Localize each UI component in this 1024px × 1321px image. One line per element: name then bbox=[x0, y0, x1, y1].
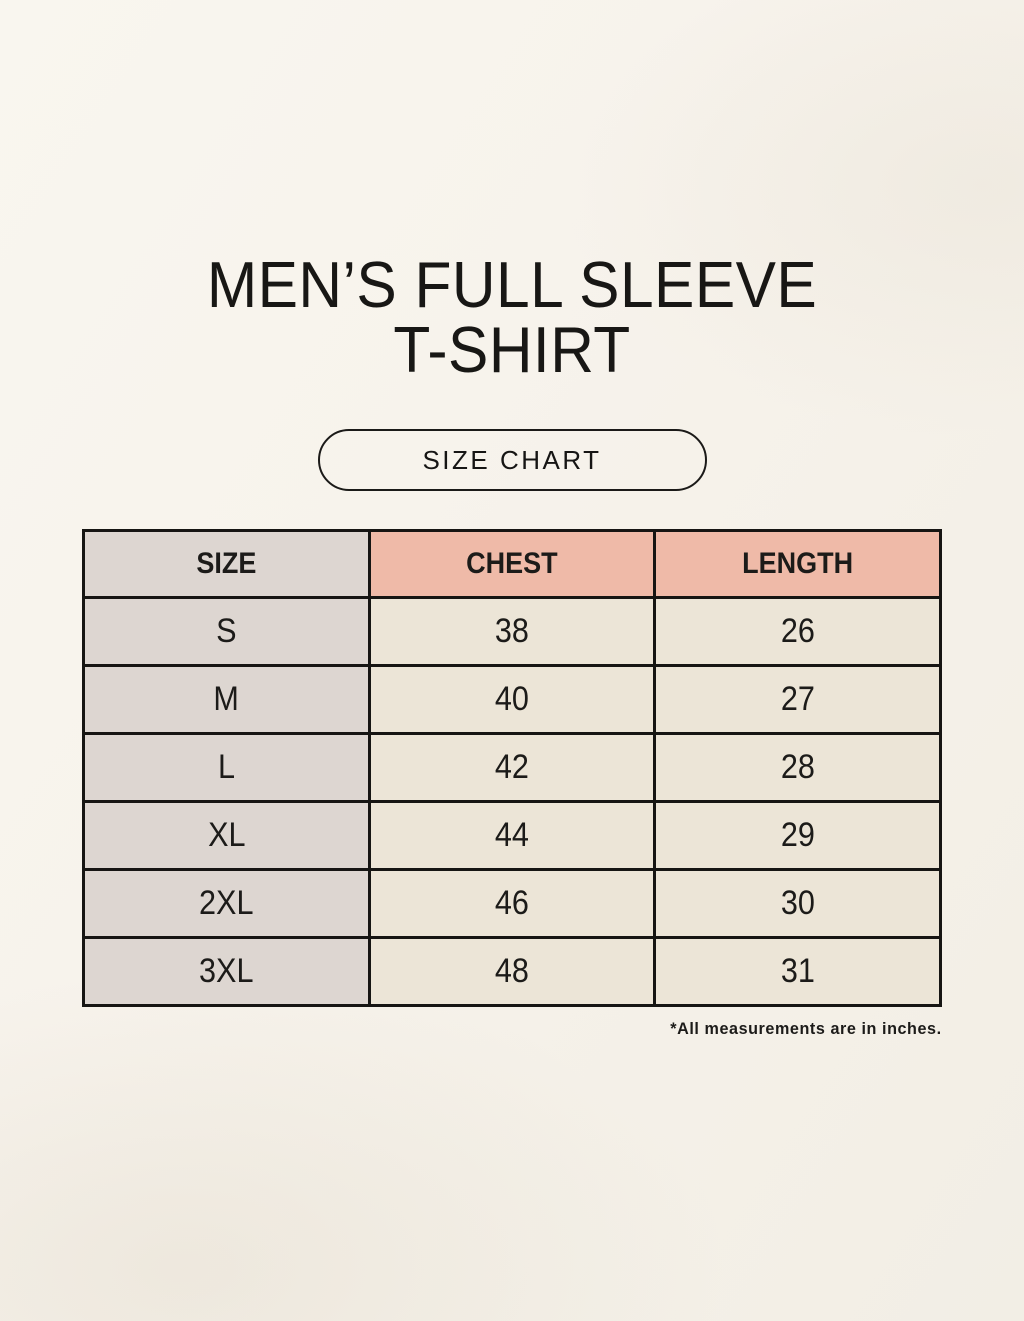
size-label-cell: 3XL bbox=[82, 936, 371, 1007]
length-value-cell: 27 bbox=[653, 664, 942, 735]
table-row: S 38 26 bbox=[82, 596, 942, 667]
size-label-cell: S bbox=[82, 596, 371, 667]
size-label-cell: M bbox=[82, 664, 371, 735]
chest-value-cell: 42 bbox=[367, 732, 657, 803]
size-chart-badge-label: SIZE CHART bbox=[422, 444, 602, 475]
column-header-chest: CHEST bbox=[367, 529, 657, 599]
page-title-line-1: MEN’S FULL SLEEVE bbox=[206, 248, 818, 321]
table-row: L 42 28 bbox=[82, 732, 942, 803]
table-row: 3XL 48 31 bbox=[82, 936, 942, 1007]
chest-value-cell: 44 bbox=[367, 800, 657, 871]
size-label-cell: XL bbox=[82, 800, 371, 871]
size-chart-table: SIZE CHEST LENGTH S 38 26 M 40 27 L 42 2… bbox=[82, 529, 942, 1007]
table-row: M 40 27 bbox=[82, 664, 942, 735]
table-header-row: SIZE CHEST LENGTH bbox=[82, 529, 942, 599]
table-row: 2XL 46 30 bbox=[82, 868, 942, 939]
size-chart-badge: SIZE CHART bbox=[317, 429, 707, 491]
measurements-footnote: *All measurements are in inches. bbox=[670, 1019, 942, 1038]
column-header-length: LENGTH bbox=[653, 529, 942, 599]
length-value-cell: 31 bbox=[653, 936, 942, 1007]
page-title-line-2: T-SHIRT bbox=[393, 313, 631, 386]
size-label-cell: 2XL bbox=[82, 868, 371, 939]
length-value-cell: 26 bbox=[653, 596, 942, 667]
length-value-cell: 30 bbox=[653, 868, 942, 939]
length-value-cell: 29 bbox=[653, 800, 942, 871]
chest-value-cell: 38 bbox=[367, 596, 657, 667]
size-label-cell: L bbox=[82, 732, 371, 803]
chest-value-cell: 48 bbox=[367, 936, 657, 1007]
column-header-size: SIZE bbox=[82, 529, 371, 599]
length-value-cell: 28 bbox=[653, 732, 942, 803]
page-title: MEN’S FULL SLEEVE T-SHIRT bbox=[0, 0, 1024, 382]
chest-value-cell: 46 bbox=[367, 868, 657, 939]
table-row: XL 44 29 bbox=[82, 800, 942, 871]
chest-value-cell: 40 bbox=[367, 664, 657, 735]
